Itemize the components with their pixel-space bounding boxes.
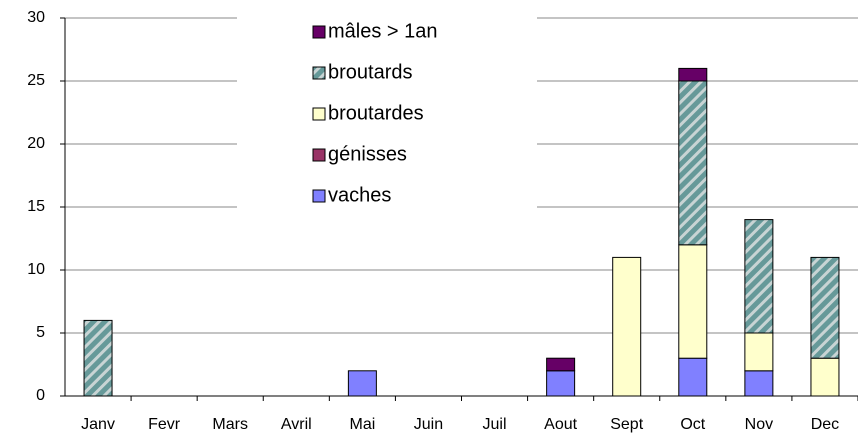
y-tick-label: 0 (36, 387, 45, 404)
bar-segment (347, 370, 377, 397)
bar-segment (678, 67, 708, 82)
bar-segment (744, 219, 774, 334)
x-tick-label: Janv (81, 416, 115, 433)
bar-segment (744, 332, 774, 372)
y-tick-label: 20 (27, 135, 45, 152)
x-tick-label: Mai (349, 416, 375, 433)
y-tick-label: 10 (27, 261, 45, 278)
x-tick-label: Mars (212, 416, 248, 433)
bar-segment (678, 244, 708, 359)
x-tick-label: Oct (680, 416, 705, 433)
x-tick-label: Juil (483, 416, 507, 433)
bar-segment (678, 80, 708, 246)
legend-label: vaches (328, 184, 391, 206)
x-tick-label: Nov (745, 416, 773, 433)
x-tick-label: Dec (811, 416, 839, 433)
y-tick-label: 15 (27, 198, 45, 215)
x-tick-label: Sept (610, 416, 643, 433)
legend-label: mâles > 1an (328, 20, 438, 42)
legend-swatch (312, 66, 326, 80)
legend-swatch (312, 107, 326, 121)
y-tick-label: 30 (27, 9, 45, 26)
legend-swatch (312, 148, 326, 162)
x-tick-label: Fevr (148, 416, 181, 433)
x-tick-label: Avril (281, 416, 312, 433)
bar-segment (612, 256, 642, 397)
legend-swatch (312, 189, 326, 203)
y-tick-label: 5 (36, 324, 45, 341)
legend-label: broutards (328, 61, 413, 83)
bar-segment (744, 370, 774, 397)
bar-segment (678, 357, 708, 397)
bar-segment (810, 256, 840, 359)
bar-segment (810, 357, 840, 397)
bar-segment (83, 319, 113, 397)
bar-segment (546, 370, 576, 397)
x-tick-label: Aout (544, 416, 577, 433)
legend-label: génisses (328, 143, 407, 165)
x-tick-label: Juin (414, 416, 443, 433)
bar-segment (546, 357, 576, 372)
y-tick-label: 25 (27, 72, 45, 89)
legend-swatch (312, 25, 326, 39)
legend-label: broutardes (328, 102, 424, 124)
legend-box (237, 8, 537, 214)
